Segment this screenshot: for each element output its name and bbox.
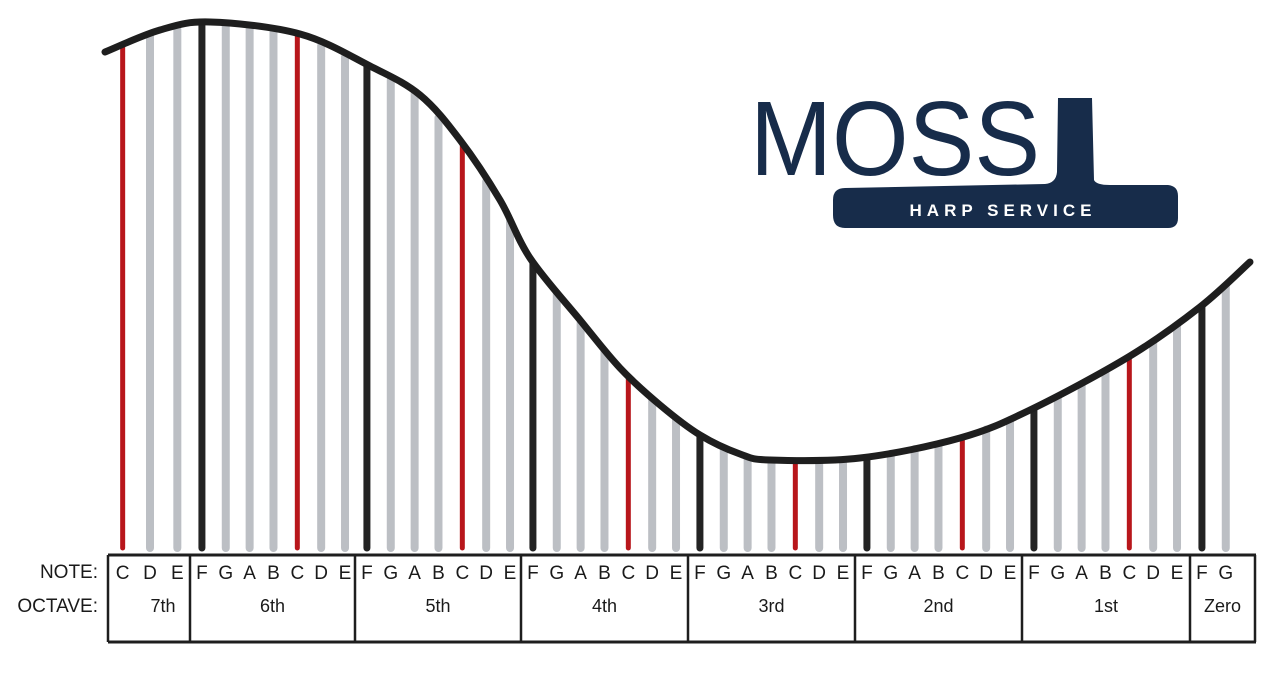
note-label: G <box>1218 563 1233 584</box>
note-label: A <box>408 563 421 584</box>
note-label: D <box>645 563 659 584</box>
note-label: B <box>598 563 611 584</box>
note-label: E <box>1004 563 1017 584</box>
octave-label: 7th <box>150 596 175 616</box>
strings-group <box>120 21 1230 552</box>
note-label: E <box>1171 563 1184 584</box>
note-label: E <box>339 563 352 584</box>
note-label: A <box>741 563 754 584</box>
note-label: C <box>621 563 635 584</box>
note-label: G <box>383 563 398 584</box>
note-label: A <box>574 563 587 584</box>
note-label: F <box>527 563 539 584</box>
note-label: A <box>1075 563 1088 584</box>
note-label: B <box>932 563 945 584</box>
note-label: B <box>765 563 778 584</box>
note-label: D <box>979 563 993 584</box>
note-label: C <box>455 563 469 584</box>
note-row-label: NOTE: <box>39 562 98 583</box>
note-label: G <box>883 563 898 584</box>
note-label: D <box>812 563 826 584</box>
note-label: D <box>314 563 328 584</box>
note-label: D <box>479 563 493 584</box>
logo-tagline: HARP SERVICE <box>910 201 1097 220</box>
note-label: G <box>218 563 233 584</box>
note-label: F <box>361 563 373 584</box>
note-label: C <box>1122 563 1136 584</box>
octave-label: 1st <box>1094 596 1118 616</box>
note-label: E <box>171 563 184 584</box>
note-label: C <box>290 563 304 584</box>
note-label: B <box>432 563 445 584</box>
note-label: E <box>504 563 517 584</box>
note-label: C <box>955 563 969 584</box>
note-label: A <box>908 563 921 584</box>
note-label: F <box>1196 563 1208 584</box>
note-label: G <box>549 563 564 584</box>
logo-name: MOSS <box>750 80 1040 198</box>
note-label: C <box>116 563 130 584</box>
note-label: G <box>1050 563 1065 584</box>
note-label: D <box>143 563 157 584</box>
harp-neck-curve <box>101 18 1254 465</box>
note-label: F <box>196 563 208 584</box>
octave-label: 4th <box>592 596 617 616</box>
octave-label: Zero <box>1204 596 1241 616</box>
octave-row-label: OCTAVE: <box>17 596 98 617</box>
note-label: F <box>1028 563 1040 584</box>
note-label: E <box>837 563 850 584</box>
logo-harp-shape <box>833 98 1178 228</box>
note-label: F <box>861 563 873 584</box>
octave-label: 3rd <box>758 596 784 616</box>
note-label: B <box>1099 563 1112 584</box>
note-label: F <box>694 563 706 584</box>
note-label: C <box>788 563 802 584</box>
note-label: G <box>716 563 731 584</box>
octave-label: 2nd <box>923 596 953 616</box>
note-label: D <box>1146 563 1160 584</box>
octave-label: 6th <box>260 596 285 616</box>
note-label: E <box>670 563 683 584</box>
note-label: B <box>267 563 280 584</box>
octave-label: 5th <box>425 596 450 616</box>
note-label: A <box>243 563 256 584</box>
